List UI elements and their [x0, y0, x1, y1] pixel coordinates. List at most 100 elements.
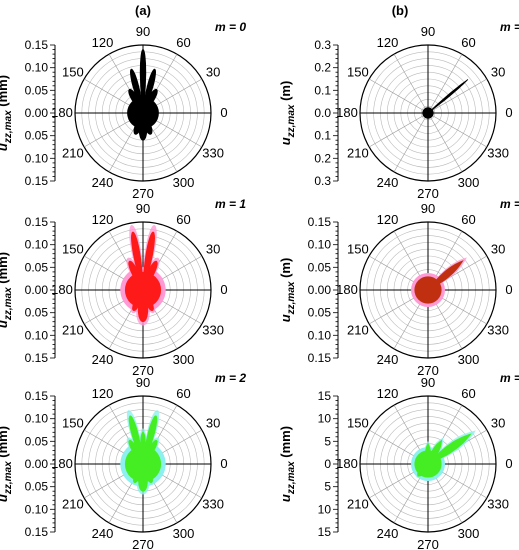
angle-label: 330 — [487, 146, 509, 161]
y-axis-label-main: u — [0, 494, 10, 502]
y-axis-label-main: u — [0, 143, 10, 151]
radial-tick-label: 0.10 — [25, 328, 49, 342]
angle-label: 90 — [421, 375, 435, 390]
radial-tick-label: 0.15 — [25, 351, 49, 365]
data-core — [422, 107, 434, 119]
polar-panel-4: 0 30 60 90 120 150 180 210 240 270 300 330 0.15 0.10 0… — [0, 371, 246, 550]
angle-label: 270 — [132, 537, 154, 550]
angle-label: 120 — [92, 35, 114, 50]
data-core — [414, 450, 442, 478]
angle-label: 0 — [220, 105, 227, 120]
radial-tick-label: 5 — [324, 434, 331, 448]
radial-tick-label: 0.05 — [25, 83, 49, 97]
grid-spoke — [393, 112, 429, 173]
radial-tick-label: 0.0 — [314, 106, 331, 120]
angle-label: 180 — [51, 456, 73, 471]
angle-label: 30 — [491, 242, 505, 257]
angle-label: 240 — [92, 352, 114, 367]
y-axis-label-main: u — [0, 320, 10, 328]
grid-spoke — [368, 112, 429, 148]
angle-label: 210 — [347, 323, 369, 338]
angle-label: 90 — [136, 201, 150, 216]
angle-label: 270 — [132, 363, 154, 378]
radial-tick-label: 0.05 — [25, 434, 49, 448]
angle-label: 150 — [62, 65, 84, 80]
radial-tick-label: 0.10 — [308, 238, 332, 252]
radial-tick-label: 0.3 — [314, 174, 331, 188]
y-axis-label-main: u — [278, 314, 293, 322]
data-core — [124, 445, 162, 483]
angle-label: 0 — [505, 456, 512, 471]
radial-tick-label: 0.00 — [25, 106, 49, 120]
radial-tick-label: 0.15 — [25, 389, 49, 403]
angle-label: 60 — [176, 386, 190, 401]
column-label-b: (b) — [392, 3, 409, 18]
grid-spoke — [427, 112, 463, 173]
radial-tick-label: 0.1 — [314, 83, 331, 97]
grid-spoke — [393, 53, 429, 114]
angle-label: 330 — [202, 146, 224, 161]
y-axis-label-unit: (m) — [278, 81, 293, 105]
radial-tick-label: 0.15 — [25, 215, 49, 229]
polar-panel-1: 0 30 60 90 120 150 180 210 240 270 300 330 0.3 0.2 0.1… — [278, 20, 519, 201]
angle-label: 210 — [347, 146, 369, 161]
radial-tick-label: 0 — [324, 457, 331, 471]
y-axis-label: uzz,max (mm) — [0, 252, 14, 328]
angle-label: 60 — [461, 35, 475, 50]
radial-tick-label: 0.15 — [25, 38, 49, 52]
angle-label: 210 — [62, 146, 84, 161]
angle-label: 270 — [417, 186, 439, 201]
data-lobe — [139, 49, 147, 114]
grid-spoke — [427, 78, 488, 114]
angle-label: 120 — [377, 386, 399, 401]
angle-label: 180 — [336, 282, 358, 297]
data-core — [127, 97, 159, 129]
angle-label: 240 — [92, 526, 114, 541]
y-axis-label-sub: zz,max — [3, 287, 14, 321]
angle-label: 0 — [220, 456, 227, 471]
angle-label: 270 — [417, 537, 439, 550]
angle-label: 0 — [505, 105, 512, 120]
y-axis-label-sub: zz,max — [286, 461, 297, 495]
angle-label: 60 — [176, 212, 190, 227]
angle-label: 150 — [347, 65, 369, 80]
y-axis-label-sub: zz,max — [3, 110, 14, 144]
angle-label: 330 — [202, 497, 224, 512]
angle-label: 240 — [92, 175, 114, 190]
m-label: m = 1 — [500, 197, 519, 211]
radial-tick-label: 0.05 — [25, 260, 49, 274]
angle-label: 180 — [336, 105, 358, 120]
angle-label: 300 — [458, 526, 480, 541]
radial-tick-label: 10 — [318, 412, 332, 426]
angle-label: 330 — [202, 323, 224, 338]
data-core — [414, 276, 442, 304]
angle-label: 90 — [136, 375, 150, 390]
m-label: m = 0 — [500, 20, 519, 34]
y-axis-label-unit: (mm) — [278, 426, 293, 461]
y-axis-label-sub: zz,max — [286, 104, 297, 138]
radial-tick-label: 15 — [318, 389, 332, 403]
y-axis-label: uzz,max (m) — [278, 81, 297, 146]
data-lobe — [427, 79, 469, 114]
angle-label: 30 — [206, 416, 220, 431]
angle-label: 210 — [347, 497, 369, 512]
y-axis-label-sub: zz,max — [3, 461, 14, 495]
angle-label: 30 — [206, 242, 220, 257]
y-axis-label: uzz,max (mm) — [0, 426, 14, 502]
radial-tick-label: 0.1 — [314, 129, 331, 143]
angle-label: 180 — [51, 282, 73, 297]
angle-label: 150 — [347, 416, 369, 431]
angle-label: 330 — [487, 497, 509, 512]
y-axis-label-main: u — [278, 494, 293, 502]
angle-label: 90 — [136, 24, 150, 39]
angle-label: 300 — [173, 526, 195, 541]
grid-spoke — [427, 112, 488, 148]
angle-label: 30 — [491, 416, 505, 431]
y-axis-label-unit: (m) — [278, 258, 293, 282]
angle-label: 180 — [336, 456, 358, 471]
angle-label: 300 — [173, 175, 195, 190]
angle-label: 120 — [92, 386, 114, 401]
grid-spoke — [368, 78, 429, 114]
radial-tick-label: 0.10 — [25, 151, 49, 165]
